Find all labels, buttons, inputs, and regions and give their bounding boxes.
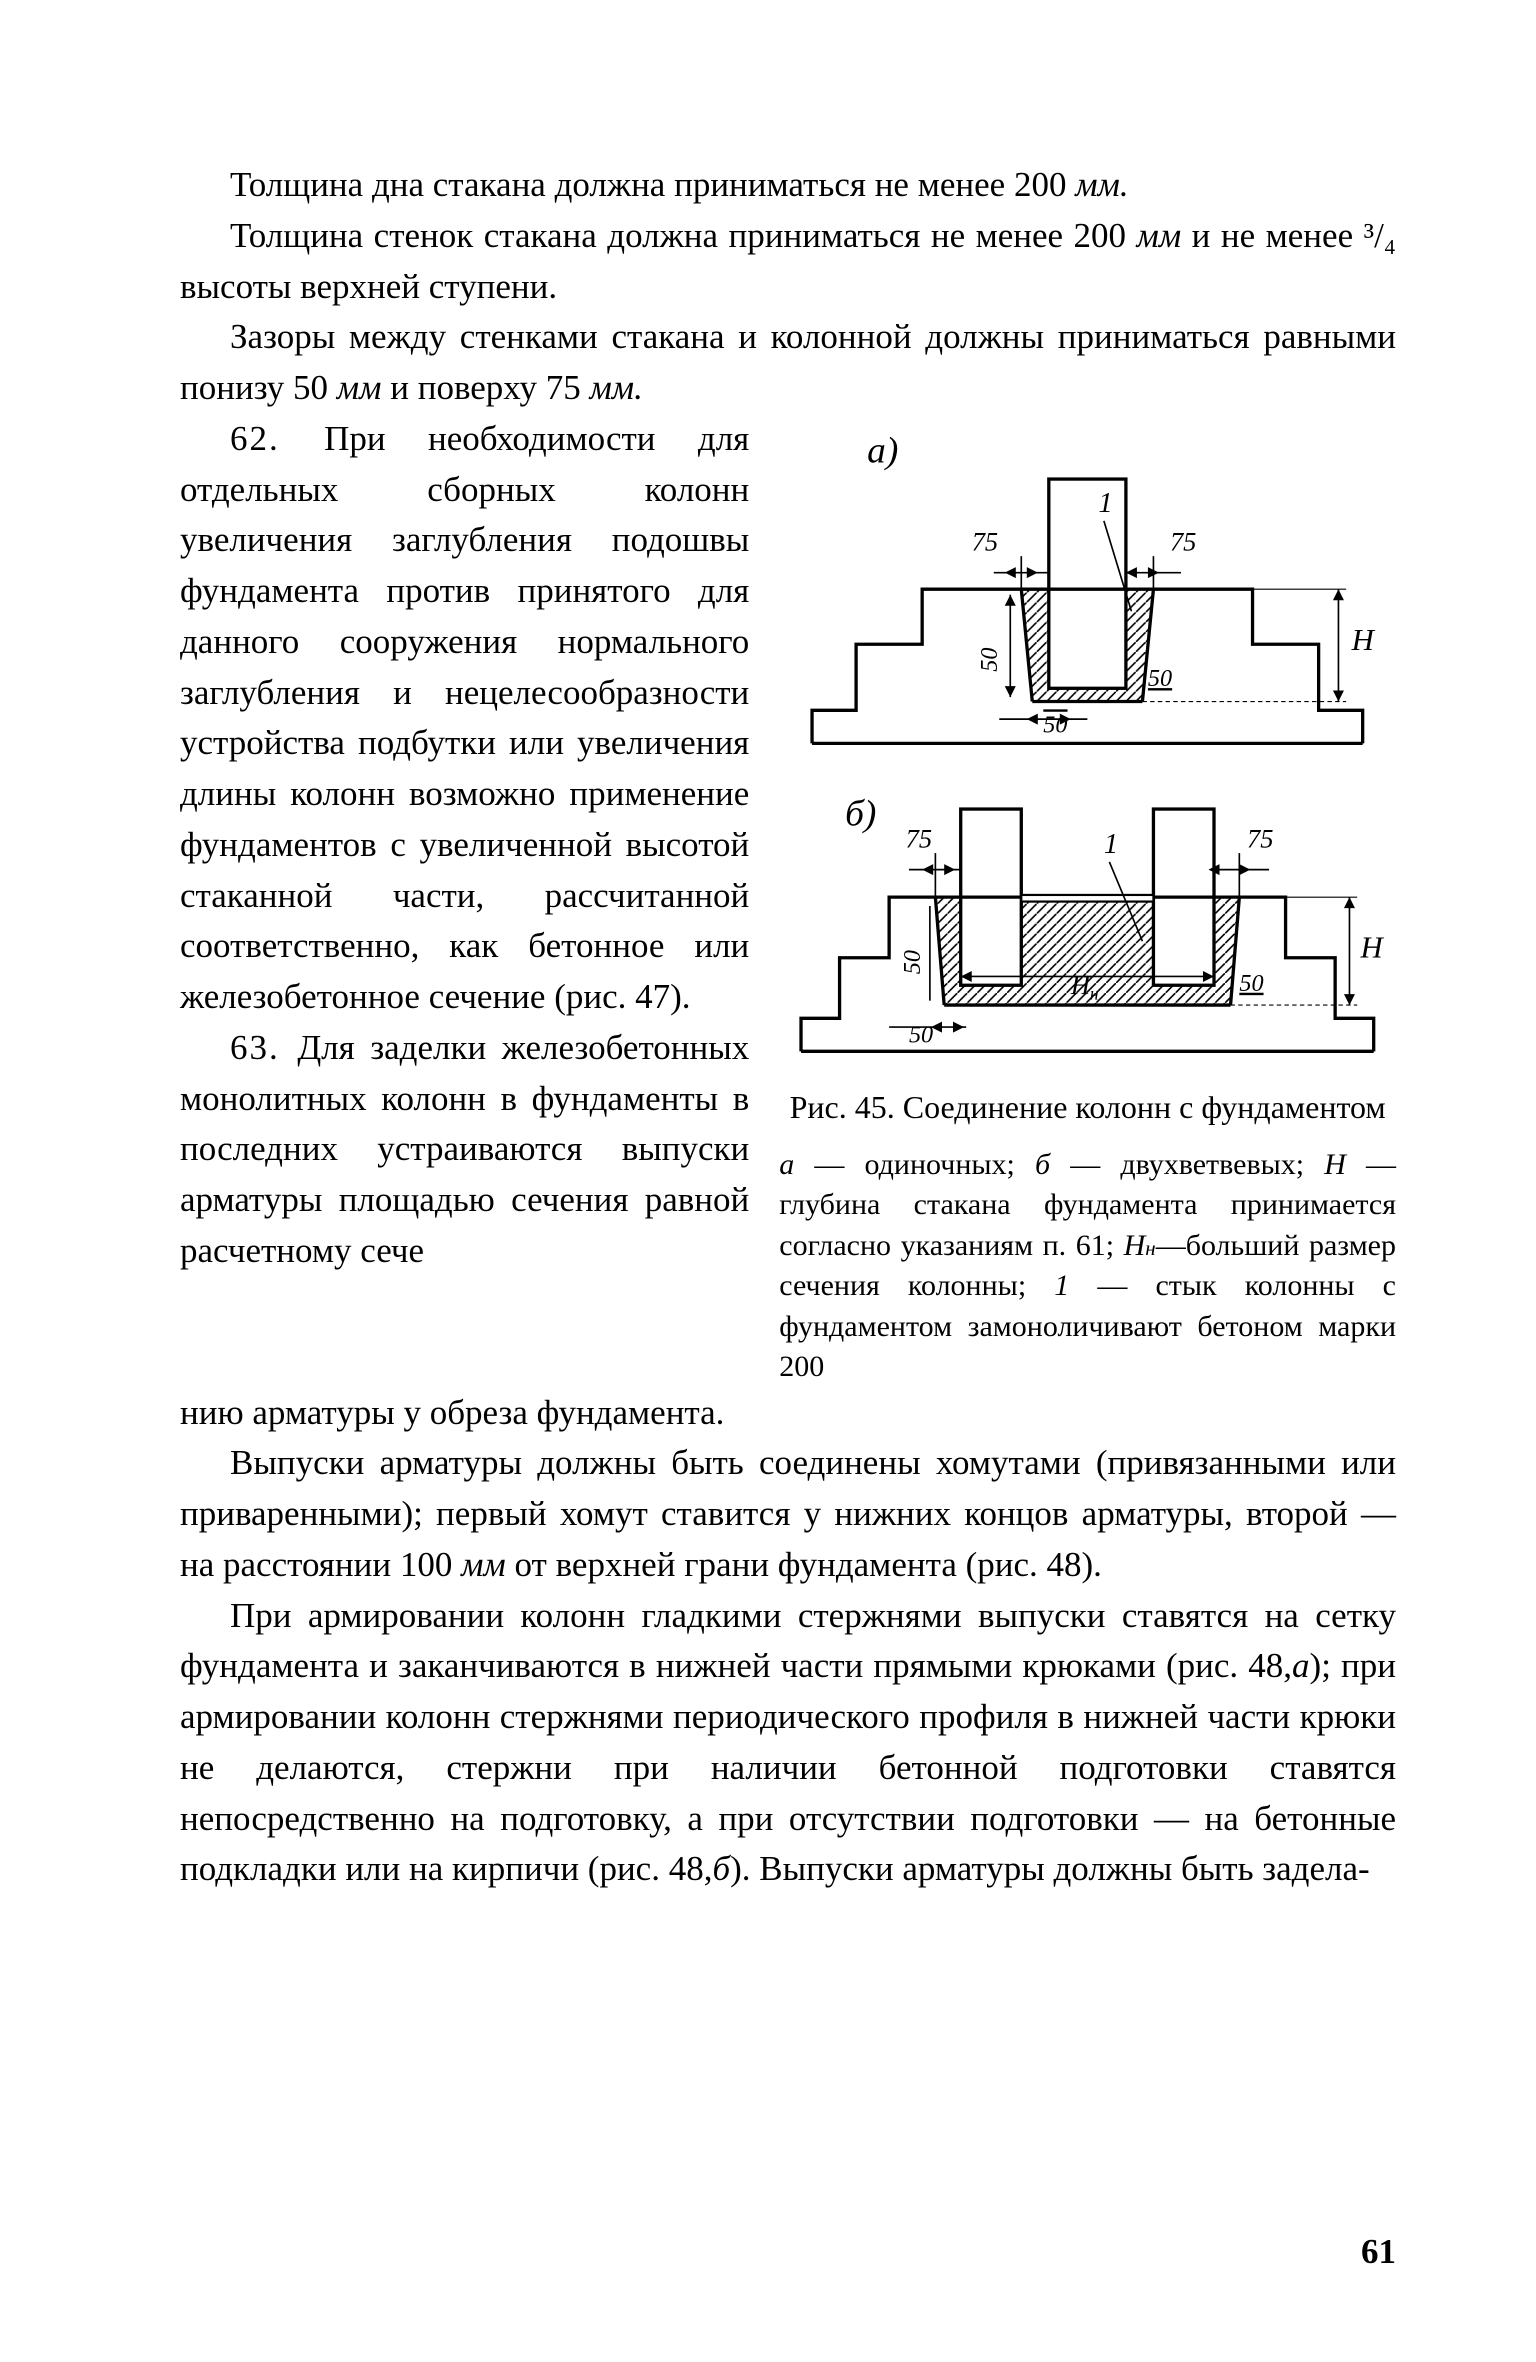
figure-45a-svg: а): [779, 424, 1396, 765]
dim-1-b: 1: [1104, 828, 1118, 860]
paragraph-3: Зазоры между стенками стакана и колонной…: [180, 312, 1396, 414]
unit-mm: мм: [1137, 216, 1182, 255]
dim-75-left: 75: [972, 526, 998, 556]
text: и поверху 75: [381, 368, 589, 407]
dim-50-v: 50: [976, 647, 1003, 671]
dim-1: 1: [1099, 487, 1113, 519]
legend-H: Н: [1324, 1148, 1346, 1181]
dim-H: H: [1351, 623, 1376, 657]
fig-a-label: а): [867, 430, 898, 471]
item-number: 62.: [230, 419, 324, 458]
figure-45b-svg: б): [779, 765, 1396, 1073]
dim-H-b: H: [1360, 931, 1385, 965]
legend-a-text: — одиночных;: [794, 1148, 1035, 1181]
paragraph-2: Толщина стенок стакана должна приниматьс…: [180, 211, 1396, 313]
legend-Hn: Нн: [1124, 1229, 1156, 1262]
dim-50r-b: 50: [1240, 970, 1264, 997]
unit-mm: мм.: [589, 368, 642, 407]
dim-75-right: 75: [1170, 526, 1196, 556]
dim-75r-b: 75: [1247, 824, 1273, 854]
figure-45: а): [779, 424, 1396, 1388]
paragraph-62: 62. При необходимости для отдельных сбор…: [180, 414, 749, 1023]
figure-caption: Рис. 45. Соединение колонн с фундаментом: [779, 1086, 1396, 1129]
fig-b-label: б): [845, 794, 876, 835]
item-number: 63.: [230, 1028, 297, 1067]
ital-a: а: [1292, 1646, 1310, 1685]
paragraph-6: Выпуски арматуры должны быть соединены х…: [180, 1438, 1396, 1590]
page-number: 61: [1361, 2232, 1396, 2272]
foundation-outline: [812, 589, 1363, 743]
dim-50-bot: 50: [1044, 711, 1068, 738]
dim-50bl: 50: [909, 1022, 933, 1049]
legend-b: б: [1035, 1148, 1050, 1181]
dim-50-h: 50: [1148, 665, 1172, 692]
column: [1049, 479, 1126, 688]
text: ). Выпуски арматуры должны быть задела-: [730, 1849, 1370, 1888]
text: Толщина стенок стакана должна приниматьс…: [230, 216, 1137, 255]
paragraph-63: 63. Для заделки железобетонных монолитны…: [180, 1023, 749, 1277]
ital-b: б: [712, 1849, 730, 1888]
unit-mm: мм.: [1075, 165, 1128, 204]
text: от верхней грани фундамента (рис. 48).: [506, 1545, 1102, 1584]
legend-b-text: — двухветвевых;: [1050, 1148, 1324, 1181]
unit-mm: мм: [461, 1545, 506, 1584]
figure-legend: а — одиночных; б — двухветвевых; Н — глу…: [779, 1145, 1396, 1388]
legend-1: 1: [1054, 1269, 1069, 1302]
dim-50l-b: 50: [899, 950, 926, 974]
paragraph-63-cont: нию арматуры у обреза фундамента.: [180, 1388, 1396, 1439]
paragraph-7: При армировании колонн гладкими стержням…: [180, 1591, 1396, 1896]
text: При необходимости для отдельных сборных …: [180, 419, 749, 1016]
legend-a: а: [779, 1148, 794, 1181]
text: При армировании колонн гладкими стержням…: [180, 1596, 1396, 1686]
hatch-fill: [1022, 589, 1154, 701]
text: Толщина дна стакана должна приниматься н…: [230, 165, 1075, 204]
unit-mm: мм: [337, 368, 382, 407]
paragraph-1: Толщина дна стакана должна приниматься н…: [180, 160, 1396, 211]
dim-75l-b: 75: [906, 824, 932, 854]
